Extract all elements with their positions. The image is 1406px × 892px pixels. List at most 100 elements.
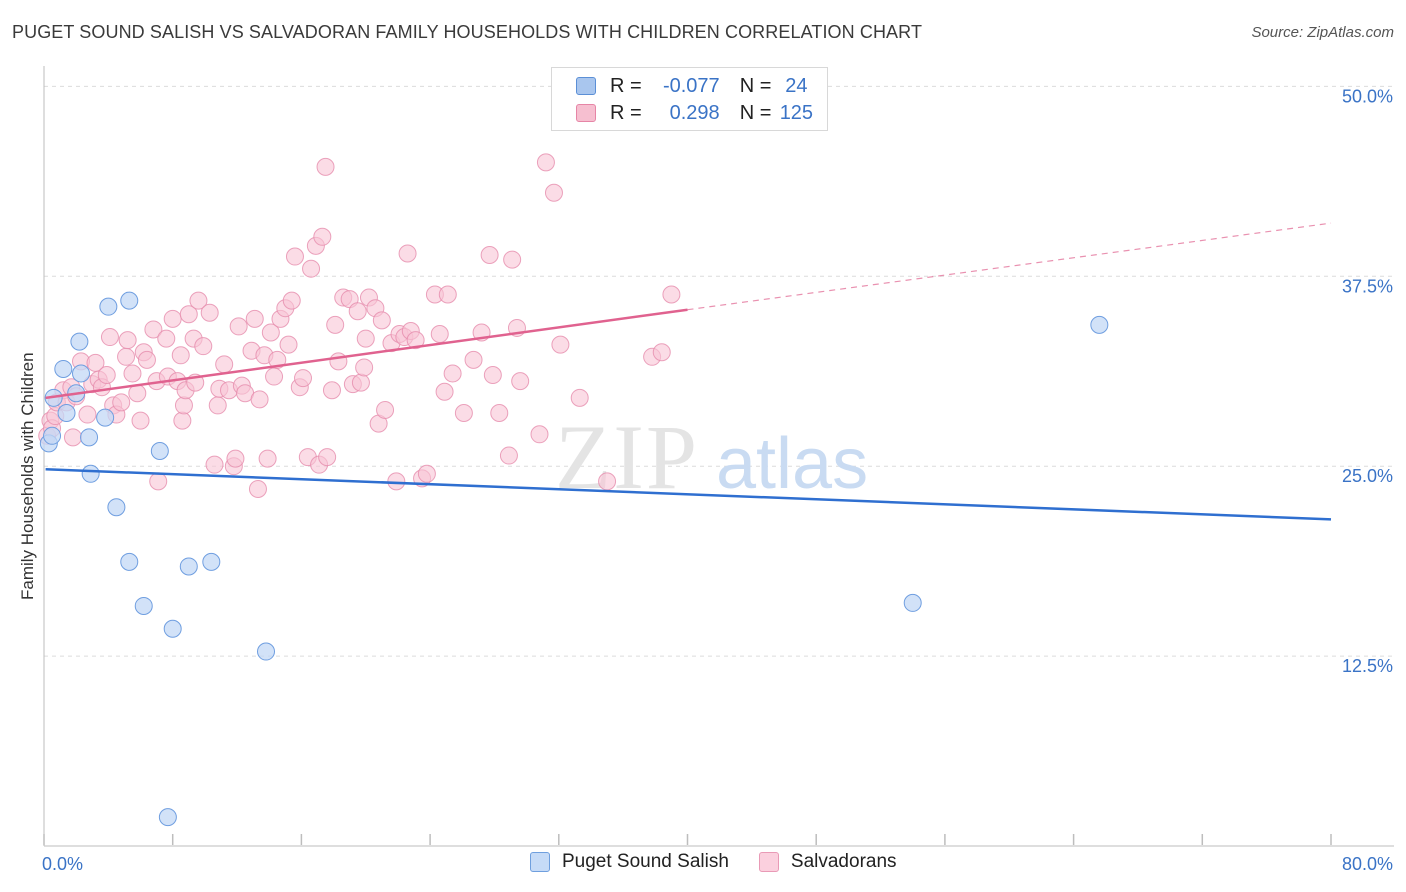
y-tick-label: 12.5% (1342, 656, 1393, 676)
legend-swatch-pink (576, 104, 596, 122)
data-point-salvadorans (208, 396, 227, 415)
data-point-puget-sound-salish (134, 596, 153, 615)
data-point-salvadorans (322, 381, 341, 400)
data-point-salvadorans (454, 404, 473, 423)
data-point-puget-sound-salish (81, 464, 100, 483)
data-point-salvadorans (316, 157, 335, 176)
legend-row-puget: R = -0.077 N = 24 (576, 73, 821, 99)
data-point-puget-sound-salish (163, 619, 182, 638)
legend-label: Puget Sound Salish (562, 851, 729, 872)
data-point-salvadorans (123, 364, 142, 383)
data-point-puget-sound-salish (150, 442, 169, 460)
r-label: R = (610, 74, 642, 97)
data-point-salvadorans (78, 405, 97, 424)
data-point-puget-sound-salish (1090, 315, 1109, 334)
watermark-atlas: atlas (716, 424, 868, 504)
data-point-salvadorans (194, 337, 213, 356)
axes (43, 66, 1394, 847)
data-point-salvadorans (189, 291, 208, 310)
data-point-salvadorans (179, 305, 198, 324)
n-value: 125 (779, 101, 814, 124)
data-point-salvadorans (483, 366, 502, 385)
data-point-salvadorans (662, 285, 681, 304)
tick-labels: 12.5% 25.0% 37.5% 50.0% 0.0% 80.0% (42, 86, 1393, 874)
data-point-salvadorans (376, 400, 395, 419)
data-point-salvadorans (282, 291, 301, 310)
data-point-salvadorans (355, 358, 374, 377)
legend-swatch-blue (576, 77, 596, 95)
data-point-salvadorans (258, 449, 277, 468)
data-point-salvadorans (326, 315, 345, 334)
data-point-salvadorans (200, 303, 219, 322)
y-axis-label: Family Households with Children (18, 352, 37, 600)
n-label: N = (739, 74, 772, 97)
trend-line-salvadorans (45, 308, 688, 400)
watermark: ZIP atlas (555, 406, 868, 508)
data-point-puget-sound-salish (80, 428, 99, 447)
data-point-puget-sound-salish (96, 408, 115, 427)
x-tick-label: 80.0% (1342, 854, 1393, 874)
data-point-puget-sound-salish (120, 291, 139, 310)
correlation-legend: R = -0.077 N = 24 R = 0.298 N = 125 (551, 67, 828, 131)
data-point-salvadorans (137, 350, 156, 369)
data-point-salvadorans (302, 259, 321, 278)
data-point-salvadorans (226, 449, 245, 468)
x-tick-label: 0.0% (42, 854, 83, 874)
data-point-salvadorans (348, 302, 367, 321)
legend-item-puget-sound-salish[interactable]: Puget Sound Salish (530, 851, 729, 873)
trend-lines (45, 222, 1332, 521)
data-point-salvadorans (536, 153, 555, 172)
data-point-salvadorans (245, 309, 264, 328)
data-point-puget-sound-salish (158, 808, 177, 827)
legend-swatch-blue (530, 852, 550, 872)
data-point-salvadorans (118, 331, 137, 350)
data-point-salvadorans (598, 472, 617, 491)
data-point-salvadorans (149, 472, 168, 491)
r-value: -0.077 (662, 74, 720, 97)
legend-row-salvadorans: R = 0.298 N = 125 (576, 100, 821, 126)
data-point-salvadorans (261, 323, 280, 342)
data-point-salvadorans (171, 346, 190, 365)
r-value: 0.298 (669, 101, 720, 124)
data-point-salvadorans (268, 350, 287, 369)
data-point-salvadorans (248, 479, 267, 498)
data-point-salvadorans (313, 227, 332, 246)
data-point-salvadorans (265, 367, 284, 386)
legend-item-salvadorans[interactable]: Salvadorans (758, 851, 897, 873)
legend-label: Salvadorans (790, 851, 897, 872)
y-tick-label: 50.0% (1342, 86, 1393, 106)
source-label: Source: ZipAtlas.com (1251, 24, 1394, 41)
data-point-salvadorans (490, 404, 509, 423)
data-point-salvadorans (229, 317, 248, 336)
data-point-salvadorans (464, 350, 483, 369)
data-point-salvadorans (279, 335, 298, 354)
data-point-salvadorans (544, 183, 563, 202)
data-point-salvadorans (329, 352, 348, 371)
data-point-salvadorans (63, 428, 82, 447)
series-legend: Puget Sound Salish Salvadorans (530, 851, 927, 873)
data-point-salvadorans (652, 343, 671, 362)
data-point-salvadorans (443, 364, 462, 383)
data-point-puget-sound-salish (107, 498, 126, 517)
legend-swatch-pink (758, 852, 779, 872)
data-point-salvadorans (215, 355, 234, 374)
data-point-puget-sound-salish (179, 557, 198, 576)
data-point-salvadorans (387, 472, 406, 491)
y-tick-label: 37.5% (1342, 276, 1393, 296)
y-tick-label: 25.0% (1342, 466, 1393, 486)
data-point-salvadorans (406, 331, 425, 350)
data-point-puget-sound-salish (72, 364, 91, 383)
data-point-puget-sound-salish (903, 593, 922, 612)
data-point-salvadorans (144, 320, 163, 339)
data-point-salvadorans (372, 311, 391, 330)
data-point-salvadorans (250, 390, 269, 409)
data-point-salvadorans (100, 328, 119, 347)
data-point-salvadorans (499, 446, 518, 465)
data-point-salvadorans (398, 244, 417, 263)
data-point-salvadorans (438, 285, 457, 304)
chart-title: PUGET SOUND SALISH VS SALVADORAN FAMILY … (12, 22, 923, 42)
data-point-salvadorans (174, 396, 193, 415)
data-point-salvadorans (294, 369, 313, 388)
data-point-salvadorans (503, 250, 522, 269)
